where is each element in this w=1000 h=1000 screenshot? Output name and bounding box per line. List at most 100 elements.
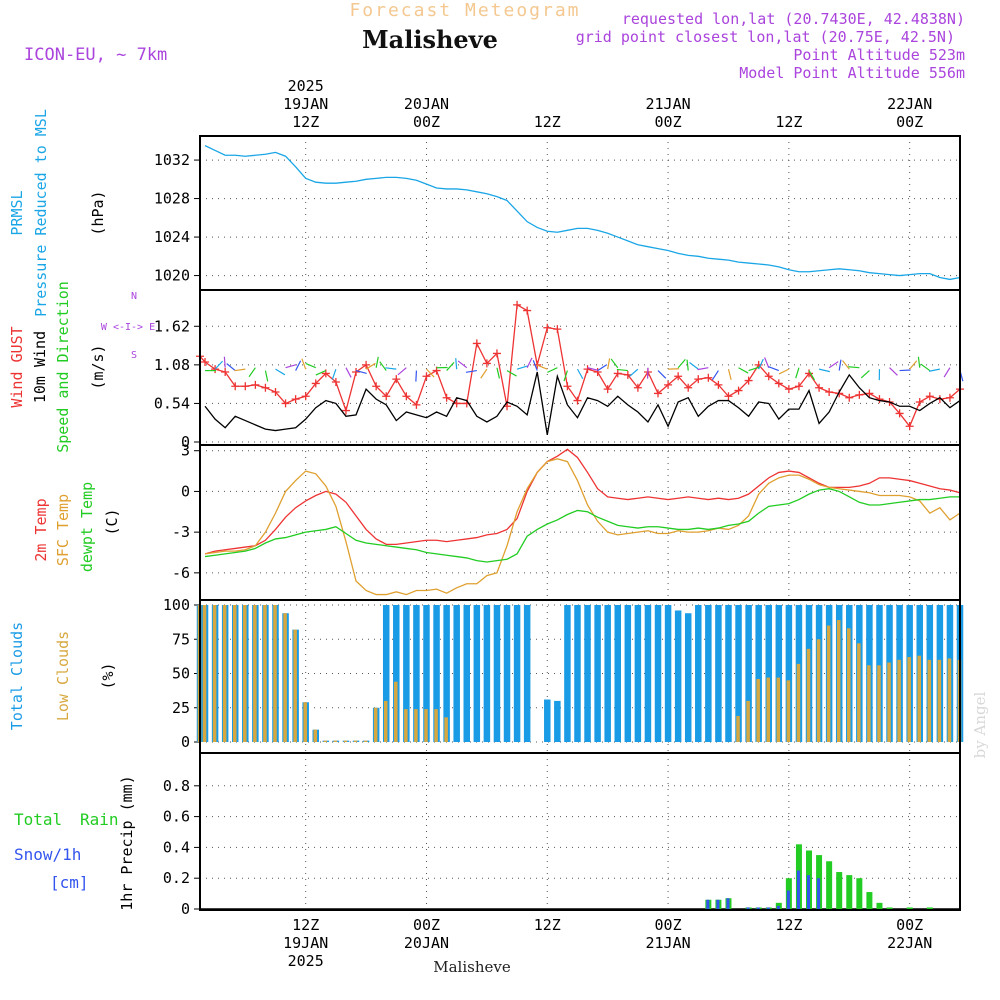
requested-coords: requested lon,lat (20.7430E, 42.4838N): [622, 10, 965, 28]
cloud-total-bar: [513, 605, 521, 742]
wind-arrow: [223, 356, 226, 368]
wind-arrow: [768, 366, 780, 372]
bottom-axis-label: 22JAN: [887, 934, 932, 952]
ytick-label: 1028: [154, 190, 190, 208]
gust-marker: [362, 360, 371, 369]
gust-marker: [613, 369, 622, 378]
wind-arrow: [480, 368, 488, 379]
model-label: ICON-EU, ~ 7km: [24, 45, 167, 65]
gust-marker: [442, 393, 451, 402]
cloud-total-bar: [423, 605, 430, 742]
gust-marker: [513, 300, 522, 309]
gust-marker: [915, 398, 924, 406]
gust-marker: [925, 392, 934, 401]
wind-arrow: [385, 367, 397, 370]
cloud-low-bar: [887, 662, 891, 742]
bottom-axis-label: 19JAN: [283, 934, 328, 952]
panel-frame: [199, 444, 961, 601]
rain-bar: [836, 872, 843, 909]
snow-bar: [776, 905, 780, 909]
wind-arrow: [455, 358, 458, 370]
bottom-axis-label: 00Z: [655, 916, 682, 934]
cloud-low-bar: [796, 663, 801, 742]
wind-arrow: [842, 360, 850, 370]
snow-bar: [716, 899, 720, 909]
gust-marker: [251, 380, 260, 389]
ytick-label: 1024: [154, 228, 190, 246]
rain-bar: [906, 907, 913, 909]
wind-arrow: [689, 362, 699, 370]
cloud-total-bar: [705, 605, 712, 742]
cloud-total-bar: [785, 605, 793, 742]
cloud-low-bar: [917, 655, 921, 742]
bottom-axis-label: 12Z: [292, 916, 319, 934]
gust-marker: [815, 383, 824, 392]
header-title: Forecast Meteogram: [349, 0, 580, 21]
ytick-label: 0: [181, 482, 190, 500]
top-axis-label: 00Z: [413, 113, 440, 131]
gust-marker: [764, 372, 773, 381]
wind-arrow: [305, 362, 316, 369]
cloud-low-bar: [263, 605, 267, 742]
wind-arrow: [928, 368, 940, 372]
wind-arrow: [576, 368, 584, 380]
cloud-low-bar: [373, 707, 378, 742]
gust-marker: [412, 400, 421, 409]
ytick-label: -6: [172, 564, 190, 582]
cloud-total-bar: [564, 605, 571, 742]
cloud-low-bar: [333, 740, 338, 742]
wind-arrow: [365, 362, 376, 370]
wind-arrow: [496, 367, 501, 379]
cloud-total-bar: [634, 605, 642, 742]
cloud-total-bar: [684, 613, 692, 742]
gust-marker: [553, 325, 562, 334]
gust-marker: [573, 396, 582, 405]
gust-marker: [784, 385, 793, 394]
gust-marker: [422, 372, 431, 381]
gust-marker: [734, 386, 743, 395]
label-low-clouds: Low Clouds: [54, 631, 72, 721]
cloud-low-bar: [313, 729, 318, 742]
wind-arrow: [345, 367, 352, 378]
series-dewpt-temp: [204, 488, 960, 563]
top-axis-label: 12Z: [775, 113, 802, 131]
top-axis-label: 21JAN: [646, 95, 691, 113]
gust-marker: [482, 359, 491, 368]
rain-bar: [826, 861, 833, 909]
wind-arrow: [587, 367, 599, 371]
ytick-label: 100: [163, 596, 190, 614]
gust-marker: [633, 383, 642, 392]
bottom-axis-label: 00Z: [413, 916, 440, 934]
ytick-label: 0.54: [154, 394, 190, 412]
wind-arrow: [415, 370, 418, 382]
bottom-axis-label: 12Z: [775, 916, 802, 934]
wind-arrow: [607, 358, 611, 370]
ytick-label: 1.62: [154, 317, 190, 335]
top-axis-label: 00Z: [896, 113, 923, 131]
top-axis-label: 19JAN: [283, 95, 328, 113]
ytick-label: 25: [172, 699, 190, 717]
label-wind-gust: Wind GUST: [8, 326, 26, 407]
cloud-total-bar: [382, 605, 390, 742]
wind-arrow: [828, 361, 839, 369]
wind-arrow: [748, 366, 760, 372]
cloud-total-bar: [413, 605, 420, 742]
wind-arrow: [838, 359, 842, 371]
wind-arrow: [727, 368, 732, 380]
gust-marker: [825, 388, 834, 396]
wind-arrow: [597, 364, 608, 372]
gust-marker: [492, 349, 501, 358]
cloud-low-bar: [383, 700, 388, 742]
snow-bar: [796, 870, 800, 909]
panel-clouds: 0 25 50 75 100: [163, 596, 964, 754]
footer-location: Malisheve: [433, 958, 511, 976]
series-10m-wind: [204, 371, 961, 435]
cloud-low-bar: [434, 709, 438, 742]
cloud-low-bar: [897, 659, 901, 742]
ytick-label: 0: [181, 433, 190, 451]
bottom-axis-label: 12Z: [534, 916, 561, 934]
cloud-total-bar: [403, 605, 410, 742]
wind-arrow: [943, 367, 951, 378]
wind-arrow: [457, 360, 468, 369]
